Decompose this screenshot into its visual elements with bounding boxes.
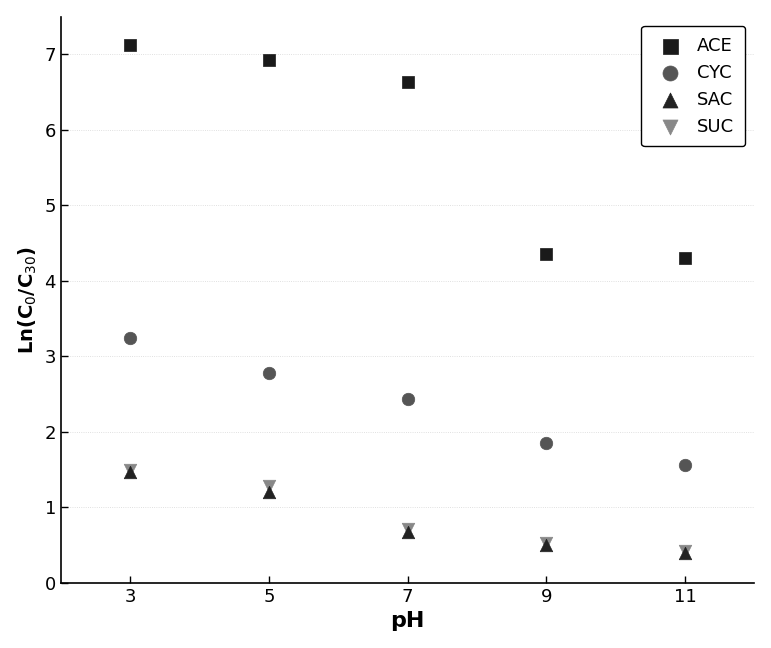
SAC (540, 540, 553, 550)
ACE (678, 253, 691, 264)
SUC (540, 538, 553, 548)
CYC (540, 438, 553, 448)
SAC (678, 548, 691, 558)
SAC (263, 487, 275, 498)
Legend: ACE, CYC, SAC, SUC: ACE, CYC, SAC, SUC (641, 26, 746, 146)
SUC (263, 481, 275, 491)
SUC (678, 546, 691, 557)
ACE (263, 54, 275, 65)
SUC (402, 524, 414, 534)
X-axis label: pH: pH (390, 611, 425, 631)
SAC (402, 526, 414, 537)
CYC (263, 368, 275, 378)
ACE (402, 77, 414, 87)
CYC (678, 460, 691, 470)
CYC (402, 394, 414, 404)
SUC (124, 465, 136, 475)
ACE (540, 249, 553, 260)
CYC (124, 332, 136, 343)
Y-axis label: Ln(C$_0$/C$_{30}$): Ln(C$_0$/C$_{30}$) (17, 246, 39, 354)
SAC (124, 467, 136, 477)
ACE (124, 40, 136, 51)
